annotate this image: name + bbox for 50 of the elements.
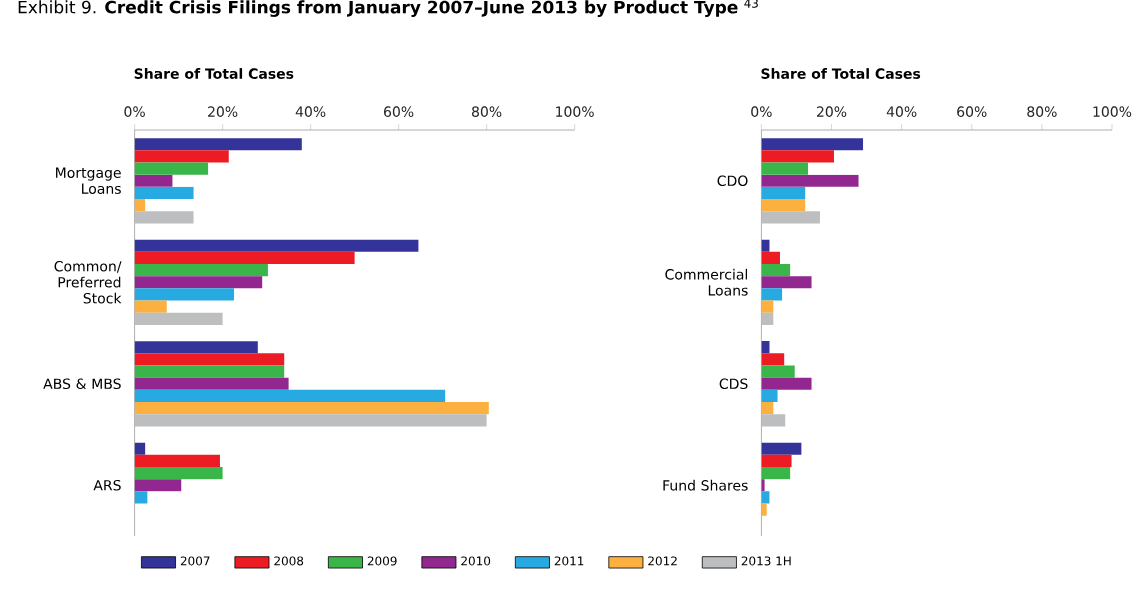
bar bbox=[134, 263, 268, 277]
bar bbox=[761, 466, 791, 480]
bar bbox=[134, 414, 487, 427]
bar bbox=[134, 138, 302, 151]
bar bbox=[761, 389, 778, 403]
bar bbox=[134, 251, 355, 264]
bar bbox=[761, 414, 786, 427]
bar bbox=[761, 186, 806, 200]
bar bbox=[134, 466, 223, 480]
bar bbox=[134, 479, 182, 492]
bar bbox=[761, 211, 820, 224]
bar bbox=[761, 454, 792, 467]
bar bbox=[761, 377, 812, 390]
bar bbox=[761, 199, 806, 212]
bar bbox=[761, 365, 795, 378]
bar bbox=[761, 162, 809, 175]
bar bbox=[134, 288, 235, 301]
bar bbox=[761, 491, 770, 504]
bar bbox=[134, 389, 446, 403]
bar bbox=[761, 402, 774, 415]
bar bbox=[134, 442, 146, 455]
bar bbox=[134, 341, 258, 354]
bar bbox=[134, 276, 263, 289]
bar bbox=[134, 150, 229, 163]
bar bbox=[761, 312, 774, 325]
bar bbox=[134, 377, 289, 390]
bar bbox=[134, 365, 285, 378]
bar bbox=[134, 162, 209, 175]
bar bbox=[134, 491, 148, 504]
bar bbox=[761, 353, 785, 366]
bar bbox=[761, 300, 774, 313]
bar bbox=[761, 503, 767, 516]
bar bbox=[761, 276, 812, 289]
bar bbox=[761, 150, 834, 163]
bar bbox=[134, 239, 419, 252]
bar bbox=[134, 199, 146, 212]
bar bbox=[134, 454, 220, 467]
bar bbox=[134, 300, 167, 313]
bar bbox=[761, 138, 864, 151]
bar bbox=[134, 402, 489, 415]
bar bbox=[134, 186, 194, 200]
bar bbox=[134, 312, 223, 325]
bar bbox=[134, 174, 173, 187]
bar bbox=[761, 288, 783, 301]
bar bbox=[134, 211, 194, 224]
bar bbox=[761, 442, 802, 455]
bar bbox=[761, 263, 791, 277]
bar bbox=[761, 251, 780, 264]
bar bbox=[134, 353, 285, 366]
bar bbox=[761, 174, 859, 187]
